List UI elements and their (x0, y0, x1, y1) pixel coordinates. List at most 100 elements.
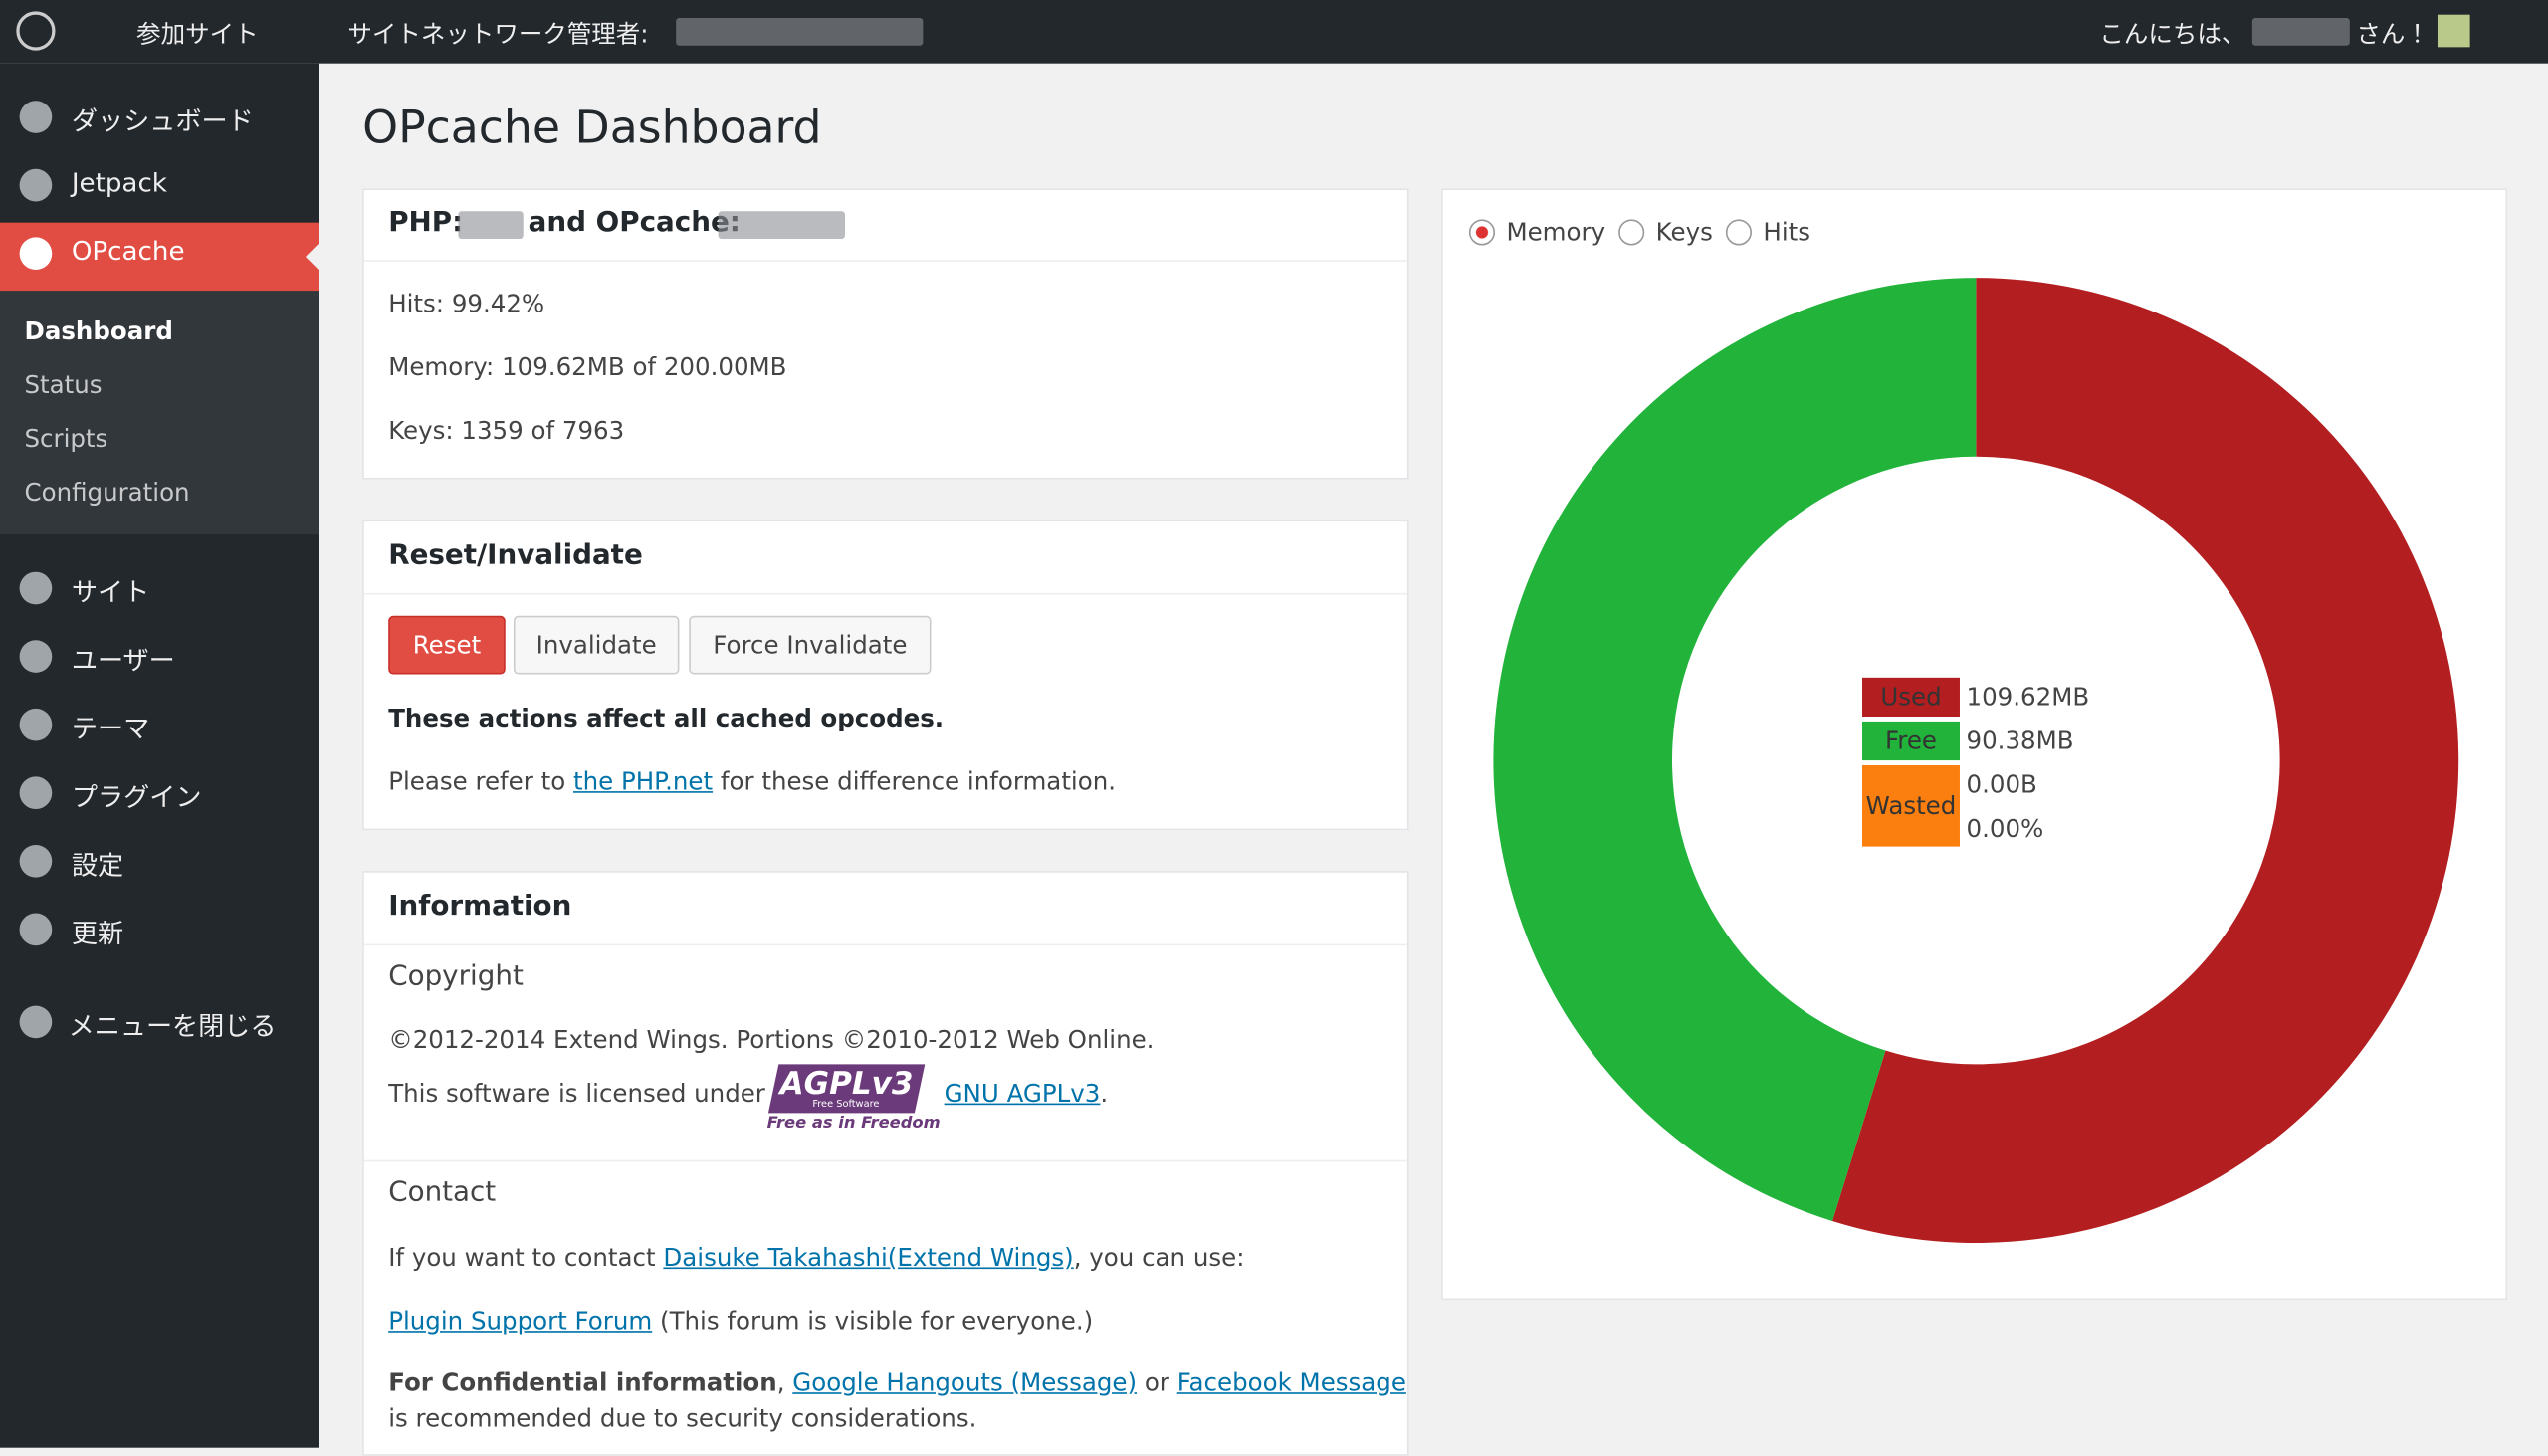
agpl-logo[interactable]: AGPLv3 Free Software Free as in Freedom (767, 1064, 947, 1139)
status-box: PHP: and OPcache: Hits: 99.42% Memory: 10… (362, 188, 1409, 480)
legend-swatch: Free (1862, 721, 1960, 761)
reset-box: Reset/Invalidate Reset Invalidate Force In… (362, 520, 1409, 831)
legend-swatch: Wasted (1862, 764, 1960, 847)
blurred (458, 211, 524, 239)
menu-item[interactable]: ダッシュボード (71, 105, 254, 137)
link[interactable]: GNU AGPLv3 (944, 1079, 1101, 1109)
text: (This forum is visible for everyone.) (660, 1306, 1094, 1337)
menu-item[interactable]: 設定 (71, 849, 124, 881)
box-header: Reset/Invalidate (363, 521, 1407, 595)
radio-label[interactable]: Hits (1763, 217, 1811, 248)
legend-swatch: Used (1862, 677, 1960, 717)
menu-item[interactable]: テーマ (71, 713, 150, 744)
note: These actions affect all cached opcodes. (388, 703, 945, 733)
menu-icon (19, 708, 53, 741)
network-link[interactable]: サイトネットワーク管理者: (347, 19, 649, 49)
menu-item[interactable]: Jetpack (71, 167, 167, 199)
forum: Plugin Support Forum (This forum is visi… (388, 1307, 1093, 1336)
active-menu (0, 222, 318, 292)
menu-icon (19, 237, 53, 271)
text: , you can use: (1073, 1242, 1245, 1273)
text: If you want to contact (388, 1242, 656, 1273)
license: This software is licensed under (388, 1079, 765, 1109)
menu-item[interactable]: OPcache (71, 235, 185, 267)
box-header: PHP: and OPcache: (363, 190, 1407, 262)
button[interactable]: Reset (388, 615, 506, 675)
site-link[interactable]: 参加サイト (136, 19, 259, 49)
link[interactable]: Facebook Message (1176, 1367, 1406, 1398)
radio[interactable] (1725, 219, 1752, 246)
submenu: Dashboard Status Scripts Configuration (0, 291, 318, 535)
collapse[interactable]: メニューを閉じる (68, 1010, 277, 1042)
link[interactable]: Google Hangouts (Message) (792, 1367, 1138, 1398)
button[interactable]: Force Invalidate (689, 615, 932, 675)
menu-icon (19, 571, 53, 605)
radio-label[interactable]: Keys (1655, 217, 1713, 248)
chart-box: Memory Keys Hits Used 109.62MB Free 90.38MB Wa… (1441, 188, 2508, 1301)
greeting-suffix[interactable]: さん！ (2356, 19, 2430, 49)
menu-item[interactable]: ユーザー (71, 645, 175, 677)
divider (363, 1159, 1407, 1162)
blurred (2251, 17, 2350, 46)
text: For Confidential information (388, 1367, 777, 1398)
info-title: Information (388, 890, 572, 924)
recommend: is recommended due to security considera… (388, 1403, 977, 1433)
submenu-item[interactable]: Scripts (24, 424, 108, 454)
logo-small: Free Software (812, 1098, 880, 1111)
submenu-item[interactable]: Dashboard (24, 316, 173, 346)
button[interactable]: Invalidate (513, 615, 680, 675)
info-box: Information Copyright ©2012-2014 Extend … (362, 871, 1409, 1456)
php-label: PHP: (388, 206, 464, 239)
stat: Memory: 109.62MB of 200.00MB (388, 352, 787, 382)
link[interactable]: Plugin Support Forum (388, 1306, 653, 1337)
legend-value: 109.62MB (1966, 682, 2090, 713)
blurred (718, 211, 845, 239)
blurred (676, 17, 924, 46)
text: Please refer to (388, 766, 566, 796)
menu-icon (19, 844, 53, 878)
submenu-item[interactable]: Configuration (24, 477, 190, 508)
legend-percent: 0.00% (1966, 813, 2044, 844)
avatar[interactable] (2437, 14, 2470, 48)
wp-logo[interactable] (16, 11, 56, 51)
heading: Copyright (388, 959, 524, 993)
greeting[interactable]: こんにちは、 (2099, 19, 2246, 49)
menu-icon (19, 1005, 53, 1039)
menu-icon (19, 101, 53, 133)
logo-main: AGPLv3 (779, 1066, 914, 1102)
copyright: ©2012-2014 Extend Wings. Portions ©2010-… (388, 1025, 1155, 1055)
radio[interactable] (1468, 219, 1496, 246)
radio[interactable] (1618, 219, 1645, 246)
menu-item[interactable]: プラグイン (71, 781, 202, 813)
menu-icon (19, 168, 53, 202)
text: or (1144, 1367, 1169, 1398)
text: for these difference information. (720, 766, 1117, 796)
arrow (305, 243, 318, 271)
menu-item[interactable]: サイト (71, 576, 150, 608)
logo-tagline: Free as in Freedom (766, 1115, 941, 1133)
menu-item[interactable]: 更新 (71, 918, 124, 949)
confidential: For Confidential information, Google Han… (388, 1367, 1406, 1398)
refer: Please refer to the PHP.net for these di… (388, 767, 1116, 796)
reset-title: Reset/Invalidate (388, 539, 643, 572)
legend-value: 0.00B (1966, 769, 2037, 800)
link[interactable]: the PHP.net (572, 766, 714, 796)
link[interactable]: Daisuke Takahashi(Extend Wings) (663, 1242, 1074, 1273)
donut-segment (1831, 278, 2459, 1243)
stat: Keys: 1359 of 7963 (388, 415, 625, 446)
menu-icon (19, 776, 53, 810)
admin-bar: 参加サイト サイトネットワーク管理者: こんにちは、 さん！ (0, 0, 2548, 64)
donut-chart (1493, 278, 2459, 1243)
donut-segment (1493, 278, 1977, 1222)
license-link-wrap: GNU AGPLv3. (944, 1079, 1109, 1109)
radio-label[interactable]: Memory (1506, 217, 1606, 248)
sidebar: Dashboard Status Scripts Configuration ダッシュ… (0, 63, 318, 1448)
opcache-label: and OPcache: (528, 206, 741, 239)
submenu-item[interactable]: Status (24, 370, 103, 400)
stat: Hits: 99.42% (388, 289, 545, 318)
legend-value: 90.38MB (1966, 726, 2074, 756)
box-header: Information (363, 873, 1407, 946)
menu-icon (19, 913, 53, 946)
